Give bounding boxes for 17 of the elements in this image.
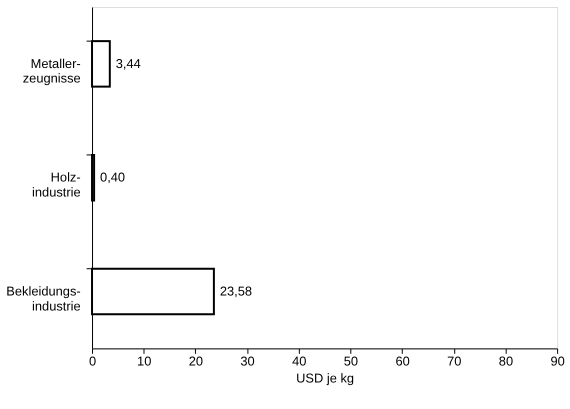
x-tick-label: 40	[292, 354, 306, 369]
x-axis-title: USD je kg	[296, 370, 354, 386]
x-tick-label: 50	[344, 354, 358, 369]
x-tick-label: 60	[395, 354, 410, 369]
y-tick-label: Metaller- zeugnisse	[22, 56, 81, 86]
x-tick-label: 10	[137, 354, 152, 369]
x-tick-label: 0	[88, 354, 96, 369]
x-tick-label: 80	[498, 354, 514, 369]
x-tick-label: 30	[240, 354, 255, 369]
x-tick-label: 20	[188, 354, 204, 369]
y-tick-label: Bekleidungs- industrie	[6, 283, 81, 314]
data-label: 0,40	[100, 170, 126, 185]
data-label: 23,58	[220, 283, 252, 298]
x-tick-label: 90	[550, 354, 565, 369]
data-label: 3,44	[116, 56, 141, 71]
y-tick-label: Holz- industrie	[32, 170, 81, 200]
x-tick-label: 70	[447, 354, 462, 369]
